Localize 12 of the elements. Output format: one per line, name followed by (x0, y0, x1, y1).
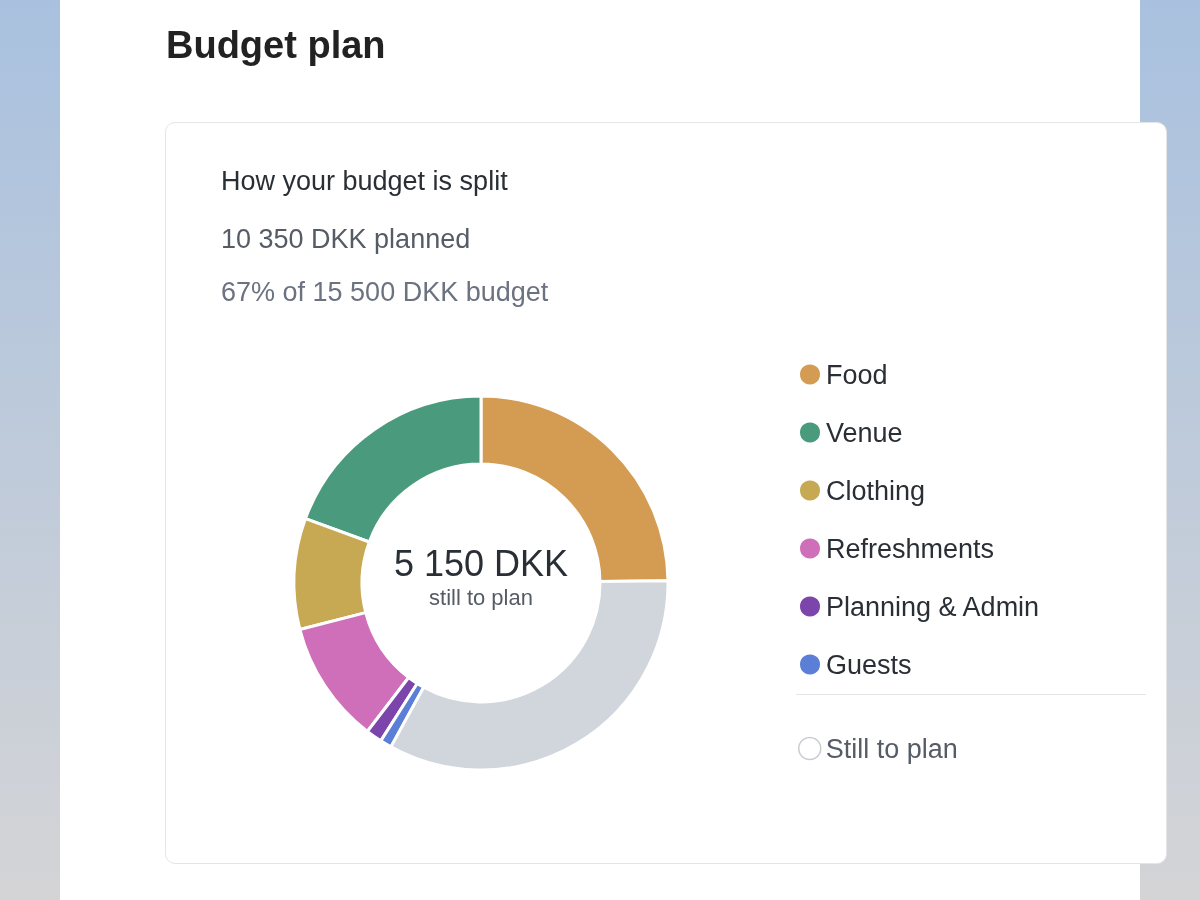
legend-label: Still to plan (825, 733, 958, 764)
legend-label: Refreshments (826, 533, 995, 564)
legend-label: Guests (826, 649, 912, 680)
chart-title: Budget plan (166, 24, 386, 67)
chart-subtitle: How your budget is split (221, 166, 508, 197)
legend-label: Clothing (826, 475, 926, 506)
legend-label: Planning & Admin (826, 591, 1040, 622)
text: 10 350 DKK planned (221, 224, 471, 255)
legend-label: Venue (826, 417, 903, 448)
text: 5 150 DKK still to plan (392, 543, 570, 611)
legend-label: Food (826, 359, 888, 390)
text: 67% of 15 500 DKK budget (221, 277, 549, 308)
